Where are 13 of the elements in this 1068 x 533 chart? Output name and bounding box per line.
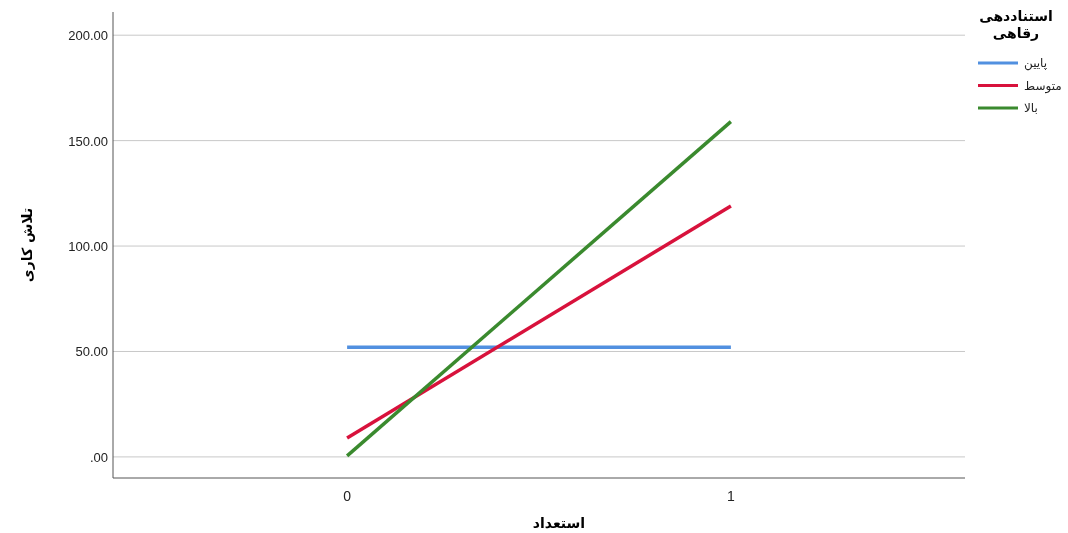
y-axis-title: تلاش کاری [19,207,35,283]
legend-label: پایین [1024,56,1048,71]
legend-title: استناددهی رقاهی [978,8,1054,42]
y-tick-label: .00 [89,449,108,465]
y-tick-label: 50.00 [75,344,108,360]
y-tick-label: 150.00 [68,133,108,149]
y-tick-label: 200.00 [68,28,108,44]
x-axis-title: استعداد [532,515,586,531]
legend-label: متوسط [1024,78,1062,94]
x-tick-label: 1 [726,488,735,504]
x-tick-label: 0 [343,488,352,504]
legend-label: بالا [1024,101,1038,115]
y-tick-label: 100.00 [68,239,108,255]
